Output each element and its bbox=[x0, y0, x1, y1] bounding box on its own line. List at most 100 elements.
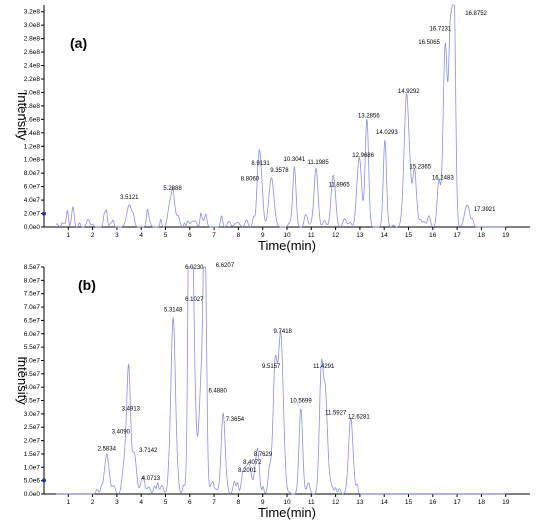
peak-label: 5.2888 bbox=[163, 186, 182, 192]
x-tick-label: 13 bbox=[356, 499, 364, 506]
peak-label: 10.3041 bbox=[284, 157, 306, 163]
x-tick-label: 3 bbox=[115, 232, 119, 239]
y-tick-label: 1.4e8 bbox=[24, 130, 41, 137]
x-tick-label: 10 bbox=[283, 499, 291, 506]
peak-label: 16.5065 bbox=[418, 40, 440, 46]
y-tick-label: 1.2e8 bbox=[24, 143, 41, 150]
peak-label: 3.5121 bbox=[120, 195, 139, 201]
peak-label: 11.1985 bbox=[307, 160, 329, 166]
x-tick-label: 17 bbox=[453, 232, 461, 239]
x-tick-label: 15 bbox=[405, 499, 413, 506]
y-tick-label: 3.5e7 bbox=[24, 398, 41, 405]
y-tick-label: 0.0e0 bbox=[24, 491, 41, 498]
x-tick-label: 19 bbox=[502, 499, 510, 506]
peak-label: 9.5157 bbox=[262, 364, 281, 370]
peak-label: 16.2483 bbox=[432, 175, 454, 181]
x-tick-label: 7 bbox=[212, 232, 216, 239]
x-tick-label: 16 bbox=[429, 499, 437, 506]
y-tick-label: 2.0e8 bbox=[24, 89, 41, 96]
peak-label: 7.3654 bbox=[226, 417, 245, 423]
y-tick-label: 7.0e7 bbox=[24, 304, 41, 311]
x-tick-label: 2 bbox=[91, 232, 95, 239]
x-tick-label: 7 bbox=[212, 499, 216, 506]
x-tick-label: 13 bbox=[356, 232, 364, 239]
x-tick-label: 14 bbox=[381, 499, 389, 506]
peak-label: 6.6207 bbox=[216, 263, 235, 269]
x-tick-label: 6 bbox=[188, 499, 192, 506]
y-tick-label: 2.0e7 bbox=[24, 211, 41, 218]
y-tick-label: 2.6e8 bbox=[24, 49, 41, 56]
peak-label: 11.5927 bbox=[325, 411, 347, 417]
origin-marker bbox=[42, 478, 46, 483]
x-tick-label: 11 bbox=[308, 499, 315, 506]
peak-label: 10.5699 bbox=[290, 399, 312, 405]
chromatogram-trace bbox=[56, 266, 506, 495]
peak-label: 6.1027 bbox=[185, 297, 204, 303]
x-tick-label: 3 bbox=[115, 499, 119, 506]
x-tick-label: 12 bbox=[332, 232, 340, 239]
panel-label: (b) bbox=[78, 277, 96, 293]
x-tick-label: 6 bbox=[188, 232, 192, 239]
y-tick-label: 6.0e7 bbox=[24, 331, 41, 338]
peak-label: 6.4880 bbox=[208, 389, 227, 395]
y-tick-label: 1.5e7 bbox=[24, 451, 41, 458]
x-tick-label: 5 bbox=[164, 499, 168, 506]
y-tick-label: 3.0e7 bbox=[24, 411, 41, 418]
y-tick-label: 5.0e7 bbox=[24, 357, 41, 364]
peak-label: 15.2365 bbox=[409, 165, 431, 171]
peak-label: 8.9131 bbox=[251, 161, 270, 167]
peak-label: 11.8965 bbox=[328, 183, 350, 189]
y-axis-label: Intensity bbox=[15, 356, 30, 405]
x-tick-label: 1 bbox=[66, 499, 70, 506]
peak-label: 6.0230 bbox=[185, 265, 204, 271]
x-tick-label: 8 bbox=[237, 499, 241, 506]
chromatogram-trace bbox=[55, 4, 506, 228]
peak-label: 17.3921 bbox=[474, 207, 496, 213]
peak-label: 5.3148 bbox=[164, 308, 183, 314]
x-tick-label: 19 bbox=[502, 232, 510, 239]
origin-marker bbox=[42, 211, 46, 216]
y-tick-label: 1.8e8 bbox=[24, 103, 41, 110]
x-tick-label: 10 bbox=[283, 232, 291, 239]
x-tick-label: 15 bbox=[405, 232, 413, 239]
y-tick-label: 8.0e7 bbox=[24, 277, 41, 284]
peak-label: 3.4913 bbox=[122, 407, 141, 413]
panel-a: 0.0e0 2.0e7 4.0e7 6.0e7 8.0e7 1.0e8 1.2e8 1.4e8… bbox=[15, 4, 530, 253]
peak-label: 3.7142 bbox=[139, 448, 158, 454]
peak-label: 11.4291 bbox=[313, 364, 335, 370]
x-tick-label: 2 bbox=[91, 499, 95, 506]
peak-label: 14.0293 bbox=[376, 130, 398, 136]
y-tick-label: 1.0e7 bbox=[24, 464, 41, 471]
y-tick-label: 8.5e7 bbox=[24, 264, 41, 271]
peak-label: 16.7231 bbox=[430, 27, 452, 33]
x-tick-label: 4 bbox=[139, 232, 143, 239]
peak-label: 4.0713 bbox=[142, 476, 161, 482]
y-tick-label: 2.2e8 bbox=[24, 76, 41, 83]
y-tick-label: 1.6e8 bbox=[24, 116, 41, 123]
y-tick-label: 5.0e6 bbox=[24, 478, 41, 485]
x-tick-label: 1 bbox=[66, 232, 70, 239]
x-tick-label: 11 bbox=[308, 232, 315, 239]
y-tick-label: 0.0e0 bbox=[24, 224, 41, 231]
peak-label: 12.6281 bbox=[348, 415, 370, 421]
x-tick-label: 8 bbox=[237, 232, 241, 239]
y-tick-label: 4.5e7 bbox=[24, 371, 41, 378]
x-tick-label: 4 bbox=[139, 499, 143, 506]
peak-label: 8.4072 bbox=[243, 460, 262, 466]
y-tick-label: 2.5e7 bbox=[24, 424, 41, 431]
peak-label: 9.7418 bbox=[274, 329, 293, 335]
x-axis-label: Time(min) bbox=[258, 238, 316, 253]
y-tick-label: 2.0e7 bbox=[24, 438, 41, 445]
panel-b: 0.0e0 5.0e6 1.0e7 1.5e7 2.0e7 2.5e7 3.0e7 3.5e7… bbox=[15, 263, 530, 520]
y-tick-label: 7.5e7 bbox=[24, 291, 41, 298]
y-axis-label: Intensity bbox=[15, 92, 30, 141]
y-tick-label: 5.5e7 bbox=[24, 344, 41, 351]
x-tick-label: 18 bbox=[478, 232, 486, 239]
peak-label: 12.9686 bbox=[352, 153, 374, 159]
peak-label: 8.8060 bbox=[241, 177, 260, 183]
x-tick-label: 12 bbox=[332, 499, 340, 506]
x-tick-label: 17 bbox=[453, 499, 461, 506]
x-tick-label: 18 bbox=[478, 499, 486, 506]
y-tick-label: 2.8e8 bbox=[24, 36, 41, 43]
y-tick-label: 3.2e8 bbox=[24, 9, 41, 16]
